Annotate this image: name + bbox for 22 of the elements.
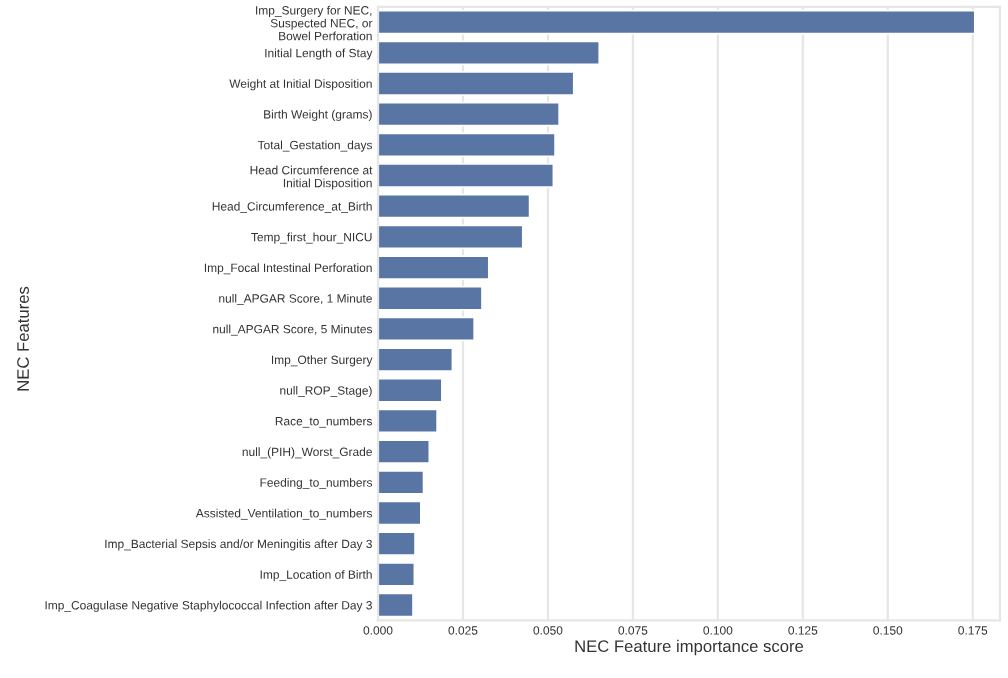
bar [378,101,560,127]
bar [378,562,416,587]
bar [378,285,483,311]
bar [378,469,425,495]
bar [378,347,454,372]
bar [378,193,531,219]
bar [378,592,414,618]
bar [378,408,438,434]
bar [378,377,443,403]
x-axis-title: NEC Feature importance score [575,639,804,656]
bar [378,500,422,526]
bar [378,9,976,35]
bar [378,132,556,158]
bar [378,163,555,188]
y-axis-title: NEC Features [17,286,29,391]
bar [378,439,431,464]
bar [378,40,601,66]
bar [378,531,416,557]
bar [378,255,490,280]
bar [378,224,524,250]
bar [378,71,575,96]
bar [378,316,476,342]
